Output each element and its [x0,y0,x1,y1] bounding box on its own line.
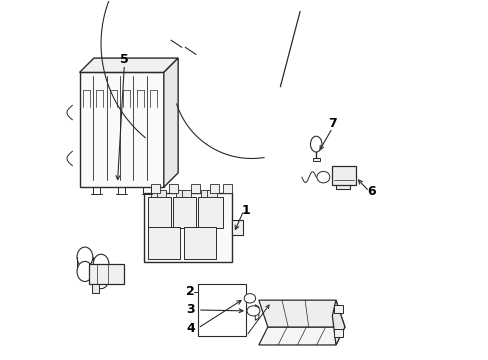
Text: 1: 1 [242,204,250,217]
Ellipse shape [310,136,321,152]
Bar [333,329,343,337]
Bar [169,184,178,193]
Ellipse shape [77,247,93,267]
Text: 4: 4 [186,322,195,335]
Bar [206,190,217,197]
Polygon shape [80,58,178,72]
Bar [210,184,219,193]
Bar [201,190,211,197]
Polygon shape [258,327,344,345]
Polygon shape [144,193,231,262]
Polygon shape [335,171,349,189]
Bar [312,158,319,161]
Bar [332,166,355,185]
Polygon shape [92,284,99,293]
Bar [151,190,160,197]
Ellipse shape [93,269,109,289]
Bar [190,184,199,193]
Bar [183,227,215,259]
Ellipse shape [316,171,329,183]
Polygon shape [332,300,344,345]
Text: 5: 5 [120,53,128,66]
Polygon shape [80,72,163,187]
Text: 6: 6 [367,185,375,198]
Ellipse shape [77,261,93,282]
Bar [151,184,160,193]
Bar [198,284,246,336]
Bar [333,305,343,313]
Bar [223,184,231,193]
Bar [182,190,191,197]
Bar [147,227,180,259]
Bar [156,190,165,197]
Polygon shape [163,58,178,187]
Ellipse shape [93,254,109,274]
Bar [147,197,171,228]
Ellipse shape [244,294,255,303]
Bar [172,197,196,228]
Bar [198,197,223,228]
Bar [88,264,124,284]
Text: 7: 7 [327,117,336,130]
Polygon shape [258,300,344,327]
Bar [231,220,242,234]
Bar [176,190,185,197]
Text: 2: 2 [186,285,195,298]
Text: 3: 3 [186,303,195,316]
Ellipse shape [246,306,260,316]
